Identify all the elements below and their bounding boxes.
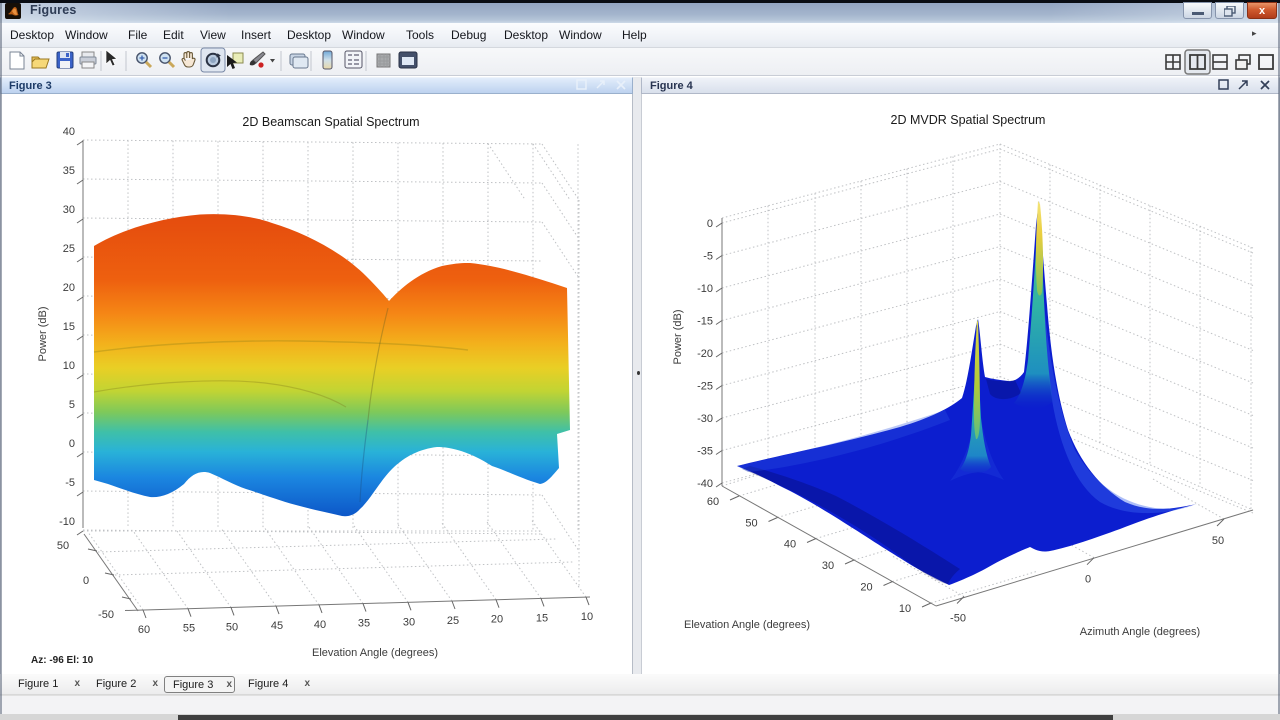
svg-text:0: 0: [69, 438, 75, 450]
svg-text:20: 20: [860, 582, 872, 594]
svg-text:5: 5: [69, 399, 75, 411]
svg-text:-5: -5: [65, 477, 75, 489]
svg-text:Az: -96 El: 10: Az: -96 El: 10: [31, 655, 94, 666]
svg-text:55: 55: [183, 623, 195, 635]
svg-text:0: 0: [1085, 574, 1091, 586]
svg-text:10: 10: [63, 360, 75, 372]
svg-text:15: 15: [536, 612, 548, 624]
svg-text:0: 0: [83, 575, 89, 587]
svg-text:50: 50: [226, 621, 238, 633]
svg-text:-25: -25: [697, 381, 713, 393]
svg-text:-50: -50: [950, 613, 966, 625]
svg-text:10: 10: [581, 611, 593, 623]
svg-text:Power (dB): Power (dB): [37, 306, 49, 361]
svg-text:25: 25: [447, 615, 459, 627]
svg-text:2D MVDR Spatial Spectrum: 2D MVDR Spatial Spectrum: [891, 113, 1046, 127]
svg-text:2D Beamscan Spatial Spectrum: 2D Beamscan Spatial Spectrum: [242, 115, 419, 129]
svg-text:-10: -10: [59, 516, 75, 528]
svg-text:50: 50: [745, 518, 757, 530]
svg-text:40: 40: [63, 126, 75, 138]
svg-text:-15: -15: [697, 316, 713, 328]
svg-text:-40: -40: [697, 478, 713, 490]
svg-text:Azimuth Angle (degrees): Azimuth Angle (degrees): [1080, 626, 1200, 638]
svg-text:20: 20: [491, 614, 503, 626]
svg-text:25: 25: [63, 243, 75, 255]
svg-text:0: 0: [707, 218, 713, 230]
svg-text:-5: -5: [703, 251, 713, 263]
svg-text:30: 30: [63, 204, 75, 216]
svg-text:30: 30: [822, 560, 834, 572]
svg-text:35: 35: [358, 618, 370, 630]
svg-text:45: 45: [271, 620, 283, 632]
svg-text:10: 10: [899, 603, 911, 615]
svg-text:60: 60: [707, 496, 719, 508]
svg-text:50: 50: [1212, 535, 1224, 547]
svg-text:60: 60: [138, 624, 150, 636]
svg-text:Elevation Angle (degrees): Elevation Angle (degrees): [312, 647, 438, 659]
svg-text:20: 20: [63, 282, 75, 294]
svg-text:-20: -20: [697, 348, 713, 360]
svg-text:30: 30: [403, 616, 415, 628]
svg-text:Elevation Angle (degrees): Elevation Angle (degrees): [684, 619, 810, 631]
svg-text:-10: -10: [697, 283, 713, 295]
svg-text:-35: -35: [697, 446, 713, 458]
svg-text:40: 40: [314, 619, 326, 631]
svg-text:50: 50: [57, 540, 69, 552]
svg-text:Power (dB): Power (dB): [672, 309, 684, 364]
svg-text:40: 40: [784, 539, 796, 551]
svg-text:35: 35: [63, 165, 75, 177]
svg-text:15: 15: [63, 321, 75, 333]
svg-text:-30: -30: [697, 413, 713, 425]
svg-text:-50: -50: [98, 609, 114, 621]
